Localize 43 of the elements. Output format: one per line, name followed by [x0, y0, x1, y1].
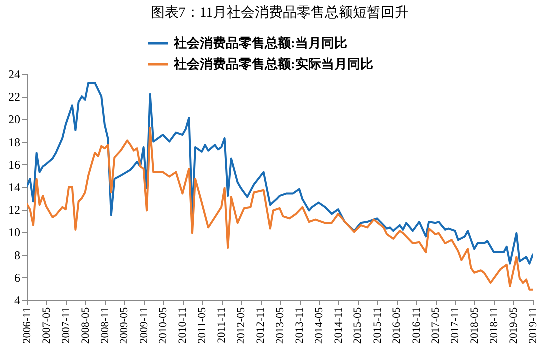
x-tick-label: 2015-11 — [372, 308, 384, 344]
legend-label: 社会消费品零售总额:实际当月同比 — [173, 56, 374, 72]
x-tick-label: 2006-11 — [22, 308, 34, 344]
y-tick-label: 16 — [8, 158, 20, 172]
legend-label: 社会消费品零售总额:当月同比 — [173, 36, 348, 50]
x-tick-label: 2011-05 — [196, 307, 208, 344]
x-tick-label: 2014-11 — [332, 308, 345, 344]
x-tick-label: 2019-05 — [508, 307, 520, 344]
chart-title: 图表7：11月社会消费品零售总额短暂回升 — [150, 5, 410, 21]
line-series — [27, 82, 533, 265]
x-tick-label: 2016-05 — [391, 307, 404, 344]
x-tick-label: 2014-05 — [313, 307, 326, 344]
x-tick-label: 2017-11 — [450, 308, 462, 344]
x-tick-label: 2012-11 — [255, 308, 268, 344]
x-tick-label: 2011-11 — [216, 308, 228, 344]
x-tick-label: 2018-05 — [468, 307, 481, 344]
x-tick-label: 2010-05 — [158, 307, 170, 344]
y-tick-label: 10 — [8, 226, 20, 240]
y-tick-label: 4 — [14, 294, 20, 308]
x-tick-label: 2018-11 — [488, 308, 501, 344]
y-tick-label: 14 — [8, 180, 20, 194]
x-tick-label: 2012-05 — [235, 307, 248, 344]
y-tick-label: 12 — [8, 203, 20, 218]
y-tick-label: 18 — [8, 135, 20, 150]
x-tick-label: 2007-05 — [40, 307, 53, 344]
x-tick-label: 2009-05 — [118, 307, 131, 344]
line-series — [27, 127, 533, 291]
x-tick-label: 2007-11 — [60, 308, 72, 344]
x-tick-label: 2019-11 — [528, 308, 540, 344]
x-tick-label: 2017-05 — [430, 307, 442, 344]
x-tick-label: 2013-11 — [294, 308, 306, 344]
x-tick-label: 2008-11 — [99, 308, 112, 344]
x-tick-label: 2015-05 — [352, 307, 364, 344]
x-tick-label: 2013-05 — [274, 307, 286, 344]
y-tick-label: 22 — [8, 90, 20, 104]
x-tick-label: 2009-11 — [138, 308, 150, 344]
x-tick-label: 2016-11 — [410, 308, 423, 344]
y-tick-label: 8 — [14, 248, 20, 262]
y-tick-label: 6 — [14, 270, 20, 285]
x-tick-label: 2010-11 — [177, 308, 190, 344]
x-tick-label: 2008-05 — [80, 307, 92, 344]
y-tick-label: 20 — [8, 112, 20, 127]
y-tick-label: 24 — [8, 68, 20, 82]
